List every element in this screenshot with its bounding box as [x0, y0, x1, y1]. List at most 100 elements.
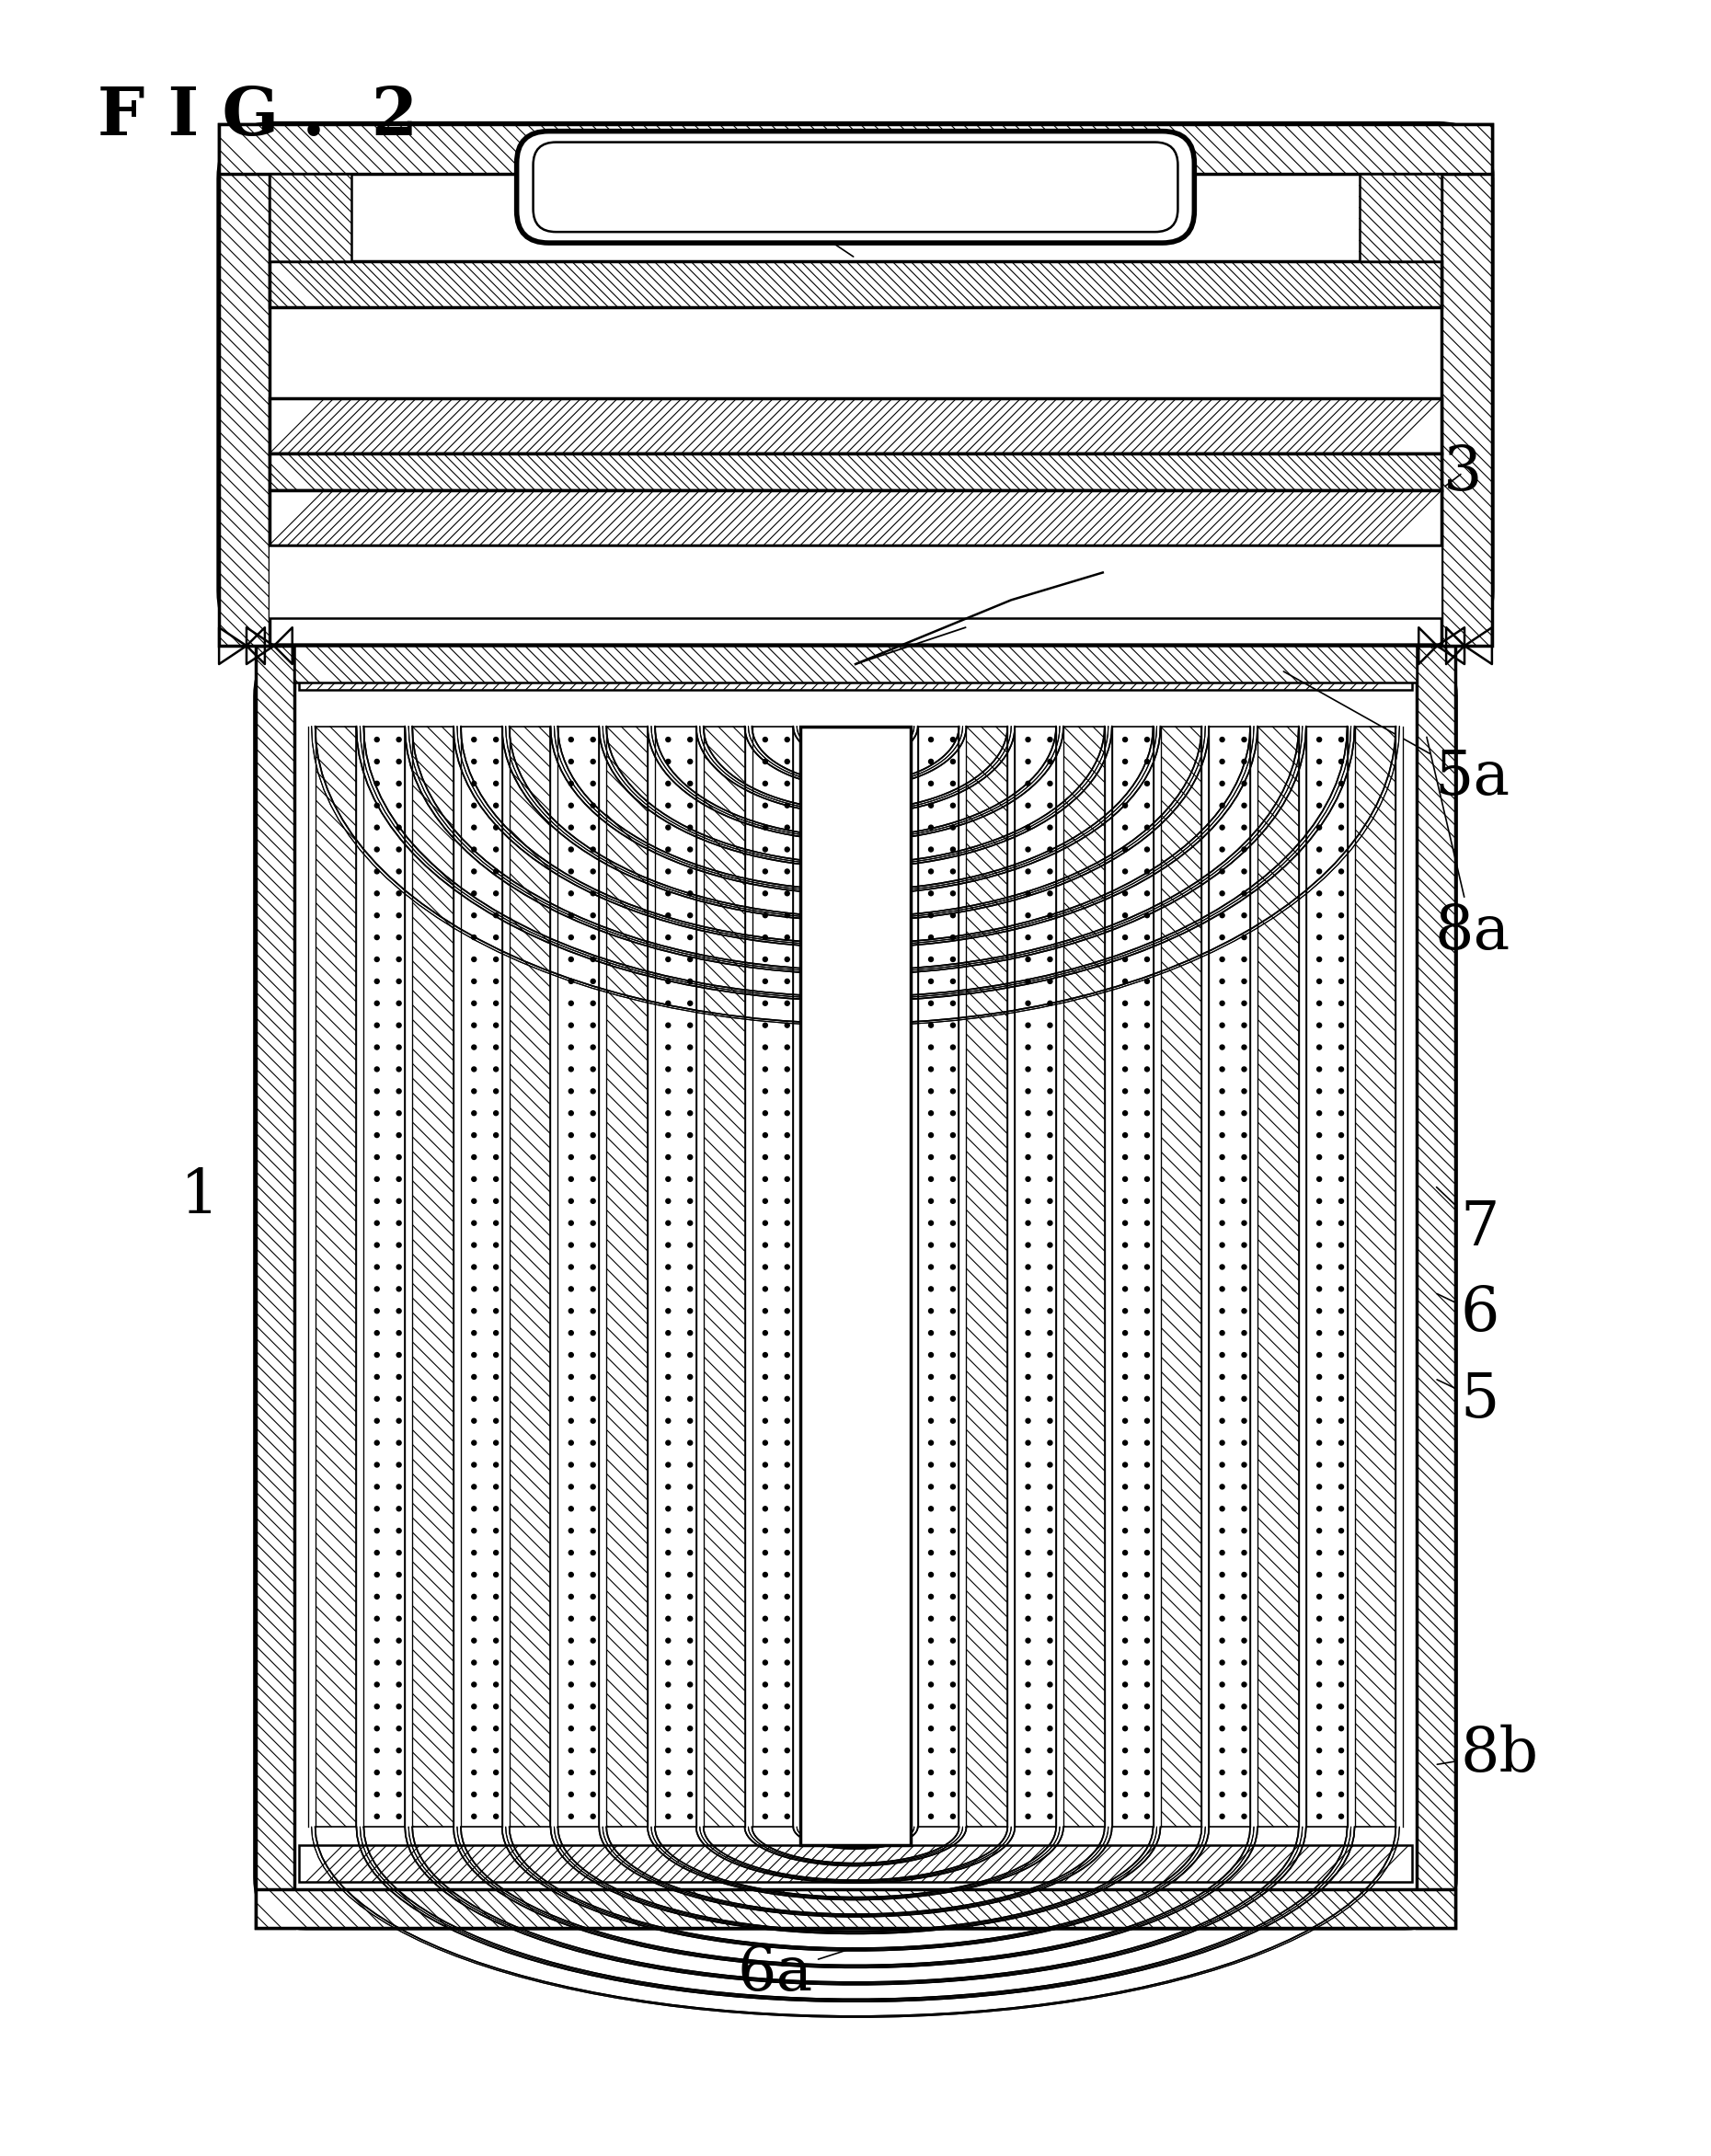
Circle shape — [1317, 1046, 1321, 1050]
Circle shape — [951, 957, 955, 962]
Circle shape — [785, 1110, 789, 1115]
Circle shape — [472, 737, 476, 742]
Circle shape — [1317, 914, 1321, 918]
Circle shape — [1317, 1550, 1321, 1554]
Circle shape — [763, 1639, 768, 1643]
Circle shape — [1145, 1089, 1150, 1093]
Circle shape — [1340, 1440, 1343, 1445]
Circle shape — [1122, 847, 1128, 852]
Circle shape — [472, 1022, 476, 1028]
Circle shape — [688, 890, 693, 895]
Circle shape — [1122, 1156, 1128, 1160]
Circle shape — [1122, 1639, 1128, 1643]
Circle shape — [397, 1813, 400, 1820]
Circle shape — [1145, 804, 1150, 808]
Circle shape — [1047, 1572, 1052, 1576]
Circle shape — [1220, 1749, 1225, 1753]
Circle shape — [1025, 1132, 1030, 1138]
Circle shape — [951, 1110, 955, 1115]
Circle shape — [590, 780, 595, 785]
Circle shape — [494, 1220, 498, 1225]
Circle shape — [1025, 1242, 1030, 1248]
Circle shape — [397, 1682, 400, 1686]
Circle shape — [763, 1529, 768, 1533]
Circle shape — [1220, 1022, 1225, 1028]
Circle shape — [1025, 826, 1030, 830]
Circle shape — [1340, 1703, 1343, 1710]
Circle shape — [1047, 1727, 1052, 1731]
Circle shape — [1025, 1660, 1030, 1664]
Circle shape — [929, 1199, 932, 1203]
Circle shape — [951, 1067, 955, 1072]
Circle shape — [688, 979, 693, 983]
Circle shape — [951, 1330, 955, 1335]
Circle shape — [666, 1397, 671, 1401]
Circle shape — [1122, 1067, 1128, 1072]
Circle shape — [397, 1440, 400, 1445]
Circle shape — [472, 1682, 476, 1686]
Circle shape — [375, 1132, 380, 1138]
Circle shape — [1145, 914, 1150, 918]
Circle shape — [472, 1529, 476, 1533]
Polygon shape — [299, 653, 1412, 690]
Circle shape — [375, 1266, 380, 1270]
Bar — [406, 727, 412, 1826]
Circle shape — [494, 1660, 498, 1664]
Circle shape — [397, 1727, 400, 1731]
Circle shape — [929, 1067, 932, 1072]
Circle shape — [1047, 826, 1052, 830]
Circle shape — [666, 847, 671, 852]
Circle shape — [568, 1660, 573, 1664]
Circle shape — [951, 1770, 955, 1774]
Circle shape — [1220, 1550, 1225, 1554]
Circle shape — [763, 1682, 768, 1686]
Circle shape — [929, 1639, 932, 1643]
Circle shape — [929, 869, 932, 873]
Circle shape — [397, 847, 400, 852]
Polygon shape — [364, 727, 406, 1826]
Circle shape — [763, 1550, 768, 1554]
Circle shape — [688, 1046, 693, 1050]
Circle shape — [1145, 1507, 1150, 1511]
Circle shape — [1317, 1287, 1321, 1291]
Circle shape — [568, 1046, 573, 1050]
Circle shape — [1122, 869, 1128, 873]
Circle shape — [1025, 1220, 1030, 1225]
Circle shape — [568, 1309, 573, 1313]
Circle shape — [1242, 804, 1246, 808]
Circle shape — [1145, 1703, 1150, 1710]
Circle shape — [688, 1199, 693, 1203]
Circle shape — [375, 1485, 380, 1490]
Circle shape — [763, 804, 768, 808]
Circle shape — [1317, 1397, 1321, 1401]
Polygon shape — [269, 175, 352, 261]
Circle shape — [1122, 979, 1128, 983]
Circle shape — [929, 957, 932, 962]
Text: 3: 3 — [1442, 442, 1482, 502]
Bar — [1153, 727, 1160, 1826]
Circle shape — [785, 1089, 789, 1093]
Circle shape — [1242, 1792, 1246, 1796]
Circle shape — [1242, 1022, 1246, 1028]
Circle shape — [1242, 914, 1246, 918]
Circle shape — [375, 1397, 380, 1401]
Text: 6: 6 — [1437, 1285, 1499, 1343]
Circle shape — [375, 1593, 380, 1600]
Circle shape — [397, 826, 400, 830]
Circle shape — [1340, 1266, 1343, 1270]
Circle shape — [1340, 847, 1343, 852]
Circle shape — [929, 914, 932, 918]
Circle shape — [1047, 1220, 1052, 1225]
Circle shape — [1122, 1022, 1128, 1028]
Circle shape — [951, 1749, 955, 1753]
Circle shape — [1340, 1330, 1343, 1335]
Circle shape — [590, 1156, 595, 1160]
Polygon shape — [1210, 727, 1251, 1826]
Circle shape — [375, 1199, 380, 1203]
Circle shape — [590, 1220, 595, 1225]
Circle shape — [590, 1617, 595, 1621]
FancyBboxPatch shape — [517, 132, 1194, 244]
Circle shape — [688, 1813, 693, 1820]
Bar — [910, 727, 917, 1826]
Circle shape — [1025, 759, 1030, 763]
